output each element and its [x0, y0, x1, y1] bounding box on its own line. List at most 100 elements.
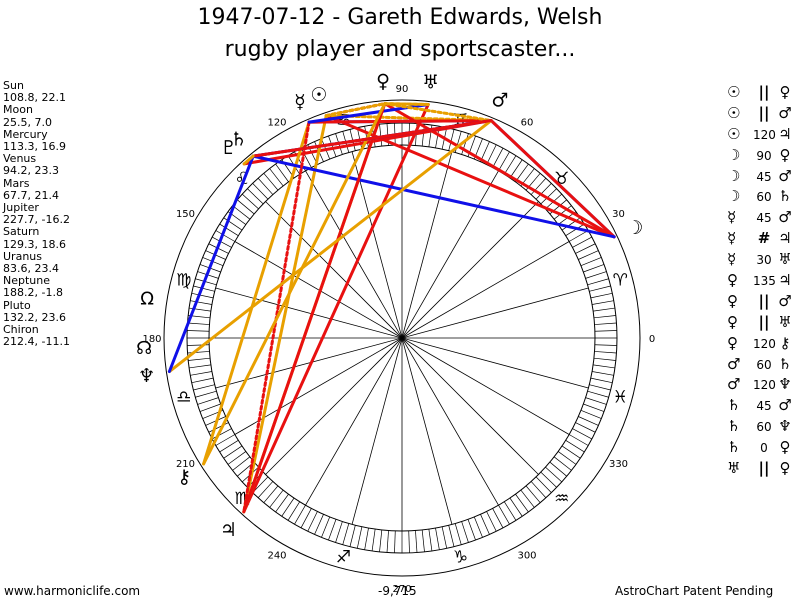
degree-tick — [263, 173, 279, 191]
aspect-row: ♅ || ♀ — [727, 458, 799, 479]
degree-label: 270 — [392, 584, 411, 595]
aspect-symbol: 60 — [756, 420, 772, 435]
degree-tick — [314, 514, 324, 535]
aspect-row: ♀ 135 ♃ — [727, 270, 799, 291]
degree-tick — [590, 292, 613, 299]
aspect-line — [383, 102, 430, 106]
aspect-row: ♀ 120 ⚷ — [727, 333, 799, 354]
footer-patent: AstroChart Patent Pending — [615, 584, 774, 598]
aspect-planet1: ☽ — [727, 166, 741, 185]
degree-tick — [593, 307, 615, 312]
aspect-planet2: ♂ — [778, 208, 792, 227]
aspect-planet1: ☉ — [727, 103, 741, 122]
aspect-line — [251, 154, 616, 239]
aspect-planet2: ⚷ — [779, 333, 791, 352]
degree-tick — [386, 530, 389, 553]
degree-tick — [480, 141, 490, 162]
aspect-planet1: ♀ — [727, 312, 738, 331]
degree-tick — [509, 497, 523, 517]
degree-tick — [227, 451, 247, 465]
degree-tick — [580, 257, 602, 267]
aspect-planet1: ♀ — [727, 271, 738, 290]
aspect-line — [251, 119, 493, 158]
planet-entry-chiron: Chiron 212.4, -11.1 — [3, 323, 70, 349]
degree-tick — [307, 511, 318, 532]
degree-tick — [593, 315, 616, 319]
degree-label: 90 — [396, 84, 409, 95]
degree-tick — [530, 481, 547, 499]
aspect-planet2: ♃ — [778, 271, 792, 290]
degree-tick — [454, 523, 462, 545]
degree-tick — [371, 529, 376, 551]
aspect-symbol: 45 — [756, 169, 772, 184]
degree-tick — [473, 516, 483, 538]
planet-glyph: ☉ — [310, 84, 327, 106]
footer-center-value: -9,715 — [378, 584, 417, 598]
degree-tick — [237, 199, 255, 215]
aspect-planet1: ☽ — [727, 145, 741, 164]
degree-tick — [498, 504, 510, 525]
aspect-planet2: ♂ — [778, 166, 792, 185]
aspect-line — [242, 102, 387, 514]
degree-tick — [587, 390, 609, 398]
aspect-planet2: ♆ — [778, 375, 792, 394]
aspect-symbol: || — [758, 103, 770, 122]
degree-tick — [568, 434, 589, 446]
degree-tick — [252, 183, 269, 200]
node-glyph: ☊ — [136, 338, 152, 359]
degree-tick — [585, 271, 607, 279]
degree-tick — [568, 230, 589, 242]
degree-tick — [492, 508, 504, 528]
degree-tick — [356, 127, 363, 150]
aspect-line — [383, 102, 616, 239]
aspect-line — [167, 119, 493, 374]
planet-entry-moon: Moon 25.5, 7.0 — [3, 103, 52, 129]
aspect-planet2: ♆ — [778, 417, 792, 436]
aspect-planet1: ♀ — [727, 291, 738, 310]
degree-tick — [247, 188, 264, 205]
planet-entry-sun: Sun 108.8, 22.1 — [3, 79, 66, 105]
planet-entry-pluto: Pluto 132.2, 23.6 — [3, 298, 66, 324]
degree-tick — [572, 236, 592, 248]
degree-tick — [321, 516, 331, 538]
aspect-row: ☿ 30 ♅ — [727, 249, 799, 270]
aspect-symbol: 120 — [753, 127, 776, 142]
aspect-planet2: ♂ — [778, 396, 792, 415]
degree-tick — [241, 193, 259, 210]
aspect-planet2: ♅ — [778, 250, 792, 269]
degree-tick — [594, 344, 617, 346]
degree-label: 120 — [267, 117, 286, 128]
degree-tick — [219, 223, 239, 237]
aspect-planet1: ♂ — [727, 354, 741, 373]
zodiac-sign-glyph: ♈ — [613, 271, 628, 291]
degree-tick — [589, 384, 611, 391]
degree-tick — [557, 451, 577, 465]
aspect-planet2: ♂ — [778, 103, 792, 122]
aspect-line — [489, 119, 616, 239]
degree-label: 180 — [142, 334, 161, 345]
aspect-row: ☽ 45 ♂ — [727, 166, 799, 187]
degree-tick — [394, 530, 396, 553]
aspect-planet1: ☿ — [727, 208, 737, 227]
degree-tick — [300, 508, 312, 528]
aspect-row: ♂ 60 ♄ — [727, 354, 799, 375]
degree-tick — [515, 493, 529, 513]
degree-tick — [583, 264, 605, 273]
degree-tick — [486, 144, 497, 165]
degree-tick — [257, 481, 274, 499]
degree-tick — [219, 439, 239, 453]
degree-tick — [257, 177, 274, 195]
degree-tick — [592, 300, 614, 305]
degree-tick — [232, 456, 251, 471]
planet-glyph: ♇ — [220, 137, 237, 159]
degree-tick — [191, 292, 214, 299]
degree-tick — [263, 485, 279, 503]
aspect-symbol: 120 — [753, 378, 776, 393]
degree-tick — [335, 521, 343, 543]
degree-tick — [565, 223, 585, 237]
aspect-symbol: 120 — [753, 336, 776, 351]
degree-tick — [364, 528, 369, 550]
degree-tick — [503, 155, 517, 175]
degree-tick — [594, 322, 617, 325]
aspect-row: ☿ 45 ♂ — [727, 207, 799, 228]
